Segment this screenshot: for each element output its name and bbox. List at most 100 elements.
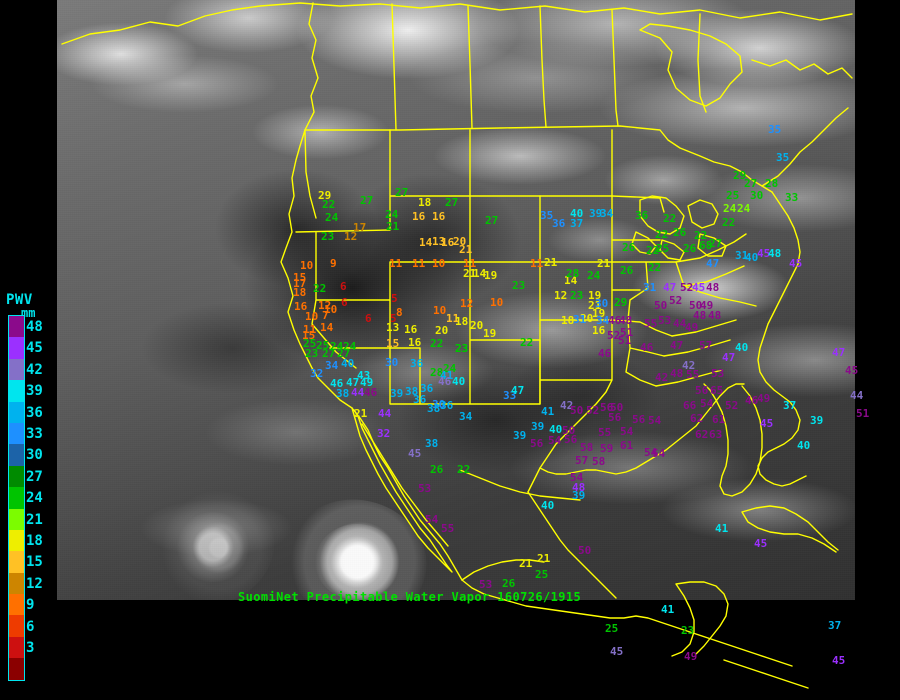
station-pwv-value: 5 <box>391 292 398 305</box>
station-pwv-value: 13 <box>386 321 400 334</box>
station-pwv-value: 46 <box>640 341 654 354</box>
station-pwv-value: 51 <box>856 407 870 420</box>
station-pwv-value: 11 <box>389 257 403 270</box>
station-pwv-value: 20 <box>453 235 467 248</box>
station-pwv-value: 27 <box>360 194 374 207</box>
station-pwv-value: 45 <box>832 654 846 667</box>
station-pwv-value: 6 <box>340 280 347 293</box>
station-pwv-value: 38 <box>425 437 439 450</box>
station-pwv-value: 62 <box>690 412 704 425</box>
station-pwv-value: 47 <box>663 281 677 294</box>
colorbar-swatch-16 <box>9 658 24 680</box>
station-pwv-value: 40 <box>570 207 584 220</box>
station-pwv-value: 52 <box>607 329 621 342</box>
station-pwv-value: 41 <box>541 405 555 418</box>
colorbar-tick-18: 18 <box>26 533 43 549</box>
station-pwv-value: 47 <box>346 376 360 389</box>
station-pwv-value: 55 <box>686 368 700 381</box>
station-pwv-value: 25 <box>535 568 549 581</box>
station-pwv-value: 19 <box>483 327 497 340</box>
station-pwv-value: 41 <box>661 603 675 616</box>
station-pwv-value: 21 <box>537 552 551 565</box>
colorbar-tick-33: 33 <box>26 426 43 442</box>
station-pwv-value: 20 <box>470 319 484 332</box>
station-pwv-value: 52 <box>669 294 683 307</box>
station-pwv-value: 35 <box>776 151 790 164</box>
station-pwv-value: 22 <box>322 198 336 211</box>
station-pwv-value: 11 <box>530 257 544 270</box>
station-pwv-value: 47 <box>722 351 736 364</box>
station-pwv-value: 51 <box>618 334 632 347</box>
station-pwv-value: 26 <box>673 226 687 239</box>
station-pwv-value: 34 <box>325 359 339 372</box>
station-pwv-value: 25 <box>605 622 619 635</box>
station-pwv-value: 48 <box>670 367 684 380</box>
central-america <box>723 659 809 689</box>
station-pwv-value: 17 <box>353 221 367 234</box>
station-pwv-value: 24 <box>723 202 737 215</box>
station-pwv-value: 35 <box>768 123 782 136</box>
station-pwv-value: 37 <box>570 217 584 230</box>
station-pwv-value: 22 <box>694 229 708 242</box>
station-pwv-value: 54 <box>425 513 439 526</box>
station-pwv-value: 46 <box>364 386 378 399</box>
station-pwv-value: 26 <box>502 577 516 590</box>
colorbar-tick-24: 24 <box>26 490 43 507</box>
station-pwv-value: 47 <box>670 339 684 352</box>
station-pwv-value: 49 <box>700 299 714 312</box>
station-pwv-value: 22 <box>648 261 662 274</box>
station-pwv-value: 22 <box>722 216 736 229</box>
colorbar-swatch-12 <box>9 572 24 595</box>
station-pwv-value: 62 <box>695 428 709 441</box>
station-pwv-value: 24 <box>343 340 357 353</box>
colorbar-tick-30: 30 <box>26 447 43 464</box>
station-pwv-value: 40 <box>341 357 355 370</box>
station-pwv-value: 57 <box>699 339 713 352</box>
station-pwv-value: 22 <box>646 244 660 257</box>
station-pwv-value: 24 <box>330 340 344 353</box>
station-pwv-value: 48 <box>706 281 720 294</box>
station-pwv-value: 35 <box>540 209 554 222</box>
station-pwv-value: 23 <box>455 342 469 355</box>
station-pwv-value: 11 <box>303 323 317 336</box>
station-pwv-value: 49 <box>757 392 771 405</box>
station-pwv-value: 37 <box>783 399 797 412</box>
station-pwv-value: 22 <box>313 282 327 295</box>
station-pwv-value: 45 <box>408 447 422 460</box>
station-pwv-value: 13 <box>432 235 446 248</box>
station-pwv-value: 22 <box>457 463 471 476</box>
station-pwv-value: 54 <box>700 397 714 410</box>
station-pwv-value: 52 <box>680 281 694 294</box>
station-pwv-value: 26 <box>683 242 697 255</box>
station-pwv-value: 14 <box>320 321 334 334</box>
station-pwv-value: 11 <box>412 257 426 270</box>
colorbar-swatch-4 <box>9 401 24 423</box>
station-pwv-value: 24 <box>443 362 457 375</box>
station-pwv-value: 14 <box>419 236 433 249</box>
station-pwv-value: 39 <box>810 414 824 427</box>
colorbar-tick-15: 15 <box>26 554 43 571</box>
station-pwv-value: 10 <box>432 257 446 270</box>
station-pwv-value: 28 <box>430 366 444 379</box>
station-pwv-value: 31 <box>735 249 749 262</box>
station-pwv-value: 40 <box>549 423 563 436</box>
station-pwv-value: 40 <box>452 375 466 388</box>
station-pwv-value: 46 <box>330 377 344 390</box>
station-pwv-value: 52 <box>725 399 739 412</box>
colorbar-swatch-8 <box>9 487 24 509</box>
colorbar-swatch-1 <box>9 337 24 359</box>
station-pwv-value: 12 <box>344 230 358 243</box>
station-pwv-value: 21 <box>588 299 602 312</box>
station-pwv-value: 56 <box>608 411 622 424</box>
colorbar-tick-3: 3 <box>26 640 35 656</box>
station-pwv-value: 36 <box>420 382 434 395</box>
station-pwv-value: 27 <box>709 237 723 250</box>
station-pwv-value: 56 <box>695 384 709 397</box>
station-pwv-value: 10 <box>490 296 504 309</box>
station-pwv-value: 21 <box>463 267 477 280</box>
station-pwv-value: 9 <box>330 257 337 270</box>
station-pwv-value: 56 <box>600 401 614 414</box>
pwv-colorbar-legend: PWV mm 48 45 42 39 36 33 30 27 24 21 18 15 12 9 6 3 <box>0 290 57 681</box>
station-pwv-value: 46 <box>598 347 612 360</box>
